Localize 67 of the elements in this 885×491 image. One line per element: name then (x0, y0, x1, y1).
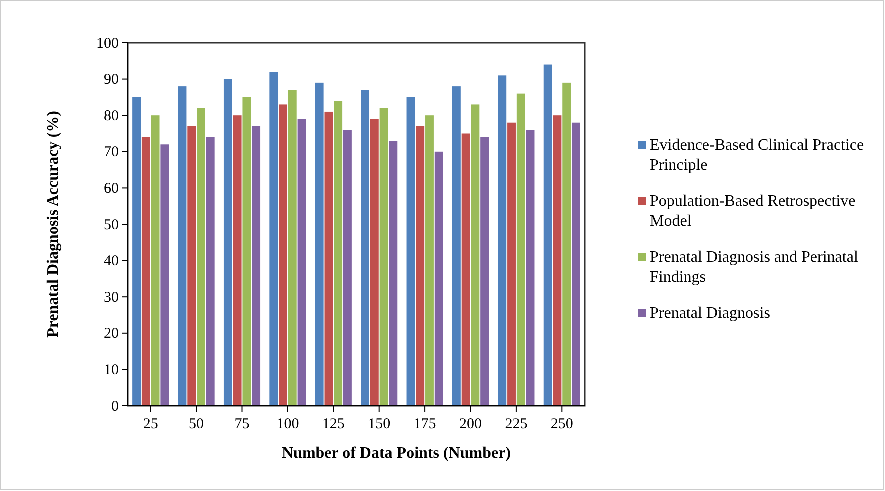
bar (434, 152, 444, 406)
bar (151, 116, 160, 406)
bar (142, 137, 150, 406)
y-tick-label: 30 (104, 290, 119, 306)
bar (361, 90, 370, 406)
bar (242, 97, 252, 406)
bar (462, 134, 470, 406)
bar (516, 94, 526, 406)
bar (160, 144, 170, 406)
bar (334, 101, 343, 406)
legend-label: Evidence-Based Clinical Practice Principle (650, 137, 864, 174)
x-tick-label: 50 (189, 416, 204, 432)
bar (416, 126, 425, 406)
bar (526, 130, 535, 406)
bar (370, 119, 379, 406)
bar (206, 137, 215, 406)
y-tick-label: 50 (104, 217, 119, 234)
bar (197, 108, 206, 406)
x-tick-label: 250 (550, 416, 574, 432)
x-tick-label: 100 (276, 416, 300, 432)
bar (288, 90, 297, 406)
x-tick-label: 75 (234, 416, 250, 432)
bar (270, 72, 278, 406)
legend-label: Prenatal Diagnosis (650, 305, 770, 322)
y-tick-label: 90 (104, 72, 119, 88)
bar (572, 122, 580, 406)
legend-label: Prenatal Diagnosis and Perinatal Findings (650, 249, 859, 286)
bar (389, 141, 398, 406)
bar (343, 130, 352, 406)
x-tick-label: 225 (505, 416, 528, 432)
bar (380, 108, 388, 406)
y-tick-label: 70 (104, 144, 119, 161)
bar (508, 122, 516, 406)
bar (471, 104, 480, 406)
bar (178, 86, 187, 406)
bar (498, 76, 507, 406)
y-tick-label: 60 (104, 181, 119, 197)
x-tick-label: 200 (460, 416, 482, 432)
bar (452, 86, 461, 406)
bar (224, 79, 232, 406)
x-axis-title: Number of Data Points (Number) (282, 445, 512, 462)
bar (252, 126, 261, 406)
bar (279, 104, 288, 406)
x-tick-label: 175 (414, 416, 436, 432)
y-tick-label: 100 (96, 36, 119, 52)
bar (553, 116, 562, 406)
bar (562, 82, 572, 406)
bar (324, 112, 334, 406)
y-tick-label: 0 (112, 398, 119, 415)
bar (233, 116, 242, 406)
y-tick-label: 20 (104, 326, 119, 342)
bar (298, 119, 306, 406)
y-tick-label: 40 (104, 254, 119, 270)
bar (132, 97, 142, 406)
bar (188, 126, 196, 406)
x-tick-label: 125 (322, 416, 345, 432)
y-tick-label: 80 (104, 108, 119, 124)
bar (426, 116, 434, 406)
bar (544, 64, 552, 406)
y-axis-title: Prenatal Diagnosis Accuracy (%) (45, 111, 62, 338)
bar (406, 97, 416, 406)
bar (480, 137, 490, 406)
y-tick-label: 10 (104, 362, 119, 378)
legend-label: Population-Based Retrospective Model (650, 193, 856, 230)
x-tick-label: 25 (143, 416, 158, 432)
x-tick-label: 150 (368, 416, 391, 432)
bar (315, 82, 324, 406)
